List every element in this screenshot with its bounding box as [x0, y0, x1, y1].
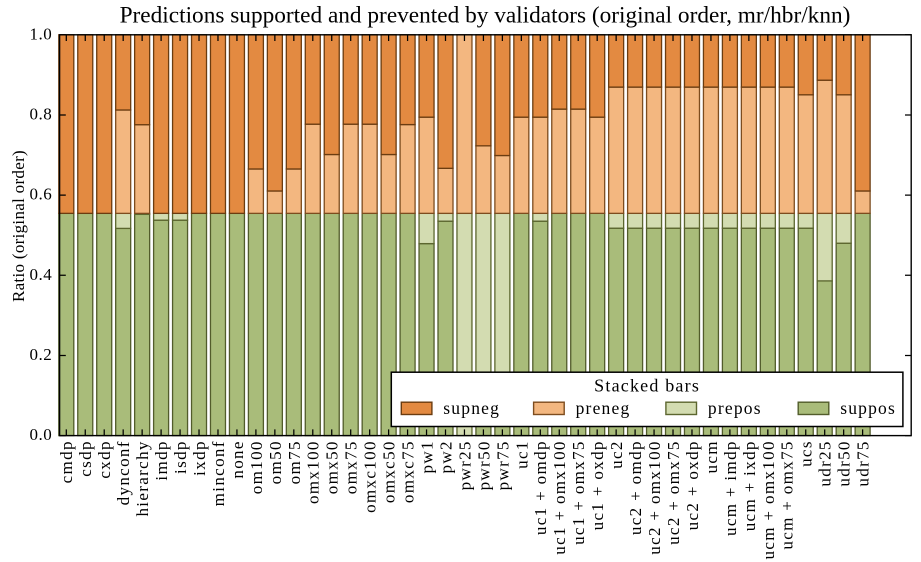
svg-text:0.8: 0.8 — [30, 104, 53, 123]
svg-text:uc2: uc2 — [607, 440, 626, 469]
svg-text:ixdp: ixdp — [190, 440, 209, 476]
svg-text:uc1 + omdp: uc1 + omdp — [531, 440, 550, 535]
svg-text:pw1: pw1 — [417, 440, 436, 473]
svg-text:hierarchy: hierarchy — [133, 440, 152, 516]
svg-text:udr25: udr25 — [816, 440, 835, 486]
svg-text:imdp: imdp — [152, 440, 171, 480]
svg-text:uc2 + omdp: uc2 + omdp — [626, 440, 645, 535]
svg-text:uc1 + omx75: uc1 + omx75 — [569, 440, 588, 545]
svg-text:om75: om75 — [285, 440, 304, 484]
svg-text:cxdp: cxdp — [95, 440, 114, 478]
svg-text:om50: om50 — [266, 440, 285, 484]
svg-text:uc1 + oxdp: uc1 + oxdp — [588, 440, 607, 530]
svg-text:preneg: preneg — [576, 398, 631, 418]
svg-text:0.2: 0.2 — [30, 345, 53, 364]
svg-text:ucs: ucs — [797, 440, 816, 467]
svg-text:udr75: udr75 — [854, 440, 873, 486]
svg-text:Stacked bars: Stacked bars — [594, 376, 700, 396]
svg-text:om100: om100 — [247, 440, 266, 494]
svg-text:prepos: prepos — [708, 398, 762, 418]
svg-text:suppos: suppos — [840, 398, 896, 418]
svg-text:pwr25: pwr25 — [455, 440, 474, 490]
svg-text:pwr50: pwr50 — [474, 440, 493, 490]
svg-text:omx100: omx100 — [304, 440, 323, 504]
svg-text:udr50: udr50 — [835, 440, 854, 486]
svg-text:0.0: 0.0 — [30, 425, 53, 444]
svg-text:1.0: 1.0 — [30, 24, 53, 43]
svg-text:pwr75: pwr75 — [493, 440, 512, 490]
svg-text:0.6: 0.6 — [30, 185, 53, 204]
svg-text:ucm + ixdp: ucm + ixdp — [740, 440, 759, 531]
svg-text:supneg: supneg — [443, 398, 500, 418]
svg-text:isdp: isdp — [171, 440, 190, 474]
svg-text:omxc100: omxc100 — [361, 440, 380, 513]
svg-text:none: none — [228, 440, 247, 478]
svg-text:uc2 + oxdp: uc2 + oxdp — [683, 440, 702, 530]
svg-text:csdp: csdp — [76, 440, 95, 477]
svg-text:uc1: uc1 — [512, 440, 531, 469]
svg-text:dynconf: dynconf — [114, 440, 133, 505]
svg-text:omxc75: omxc75 — [399, 440, 418, 503]
svg-text:omx50: omx50 — [323, 440, 342, 494]
svg-text:0.4: 0.4 — [30, 265, 53, 284]
svg-text:ucm + imdp: ucm + imdp — [721, 440, 740, 536]
svg-text:uc2 + omx100: uc2 + omx100 — [645, 440, 664, 555]
svg-text:cmdp: cmdp — [57, 440, 76, 483]
svg-text:pw2: pw2 — [436, 440, 455, 473]
svg-text:Predictions supported and prev: Predictions supported and prevented by v… — [120, 3, 851, 29]
svg-text:ucm + omx100: ucm + omx100 — [759, 440, 778, 559]
svg-text:uc1 + omx100: uc1 + omx100 — [550, 440, 569, 555]
svg-text:minconf: minconf — [209, 440, 228, 506]
svg-text:ucm + omx75: ucm + omx75 — [778, 440, 797, 549]
svg-text:omxc50: omxc50 — [380, 440, 399, 503]
svg-text:uc2 + omx75: uc2 + omx75 — [664, 440, 683, 545]
svg-text:ucm: ucm — [702, 440, 721, 473]
svg-text:omx75: omx75 — [342, 440, 361, 494]
svg-text:Ratio (original order): Ratio (original order) — [9, 150, 28, 302]
